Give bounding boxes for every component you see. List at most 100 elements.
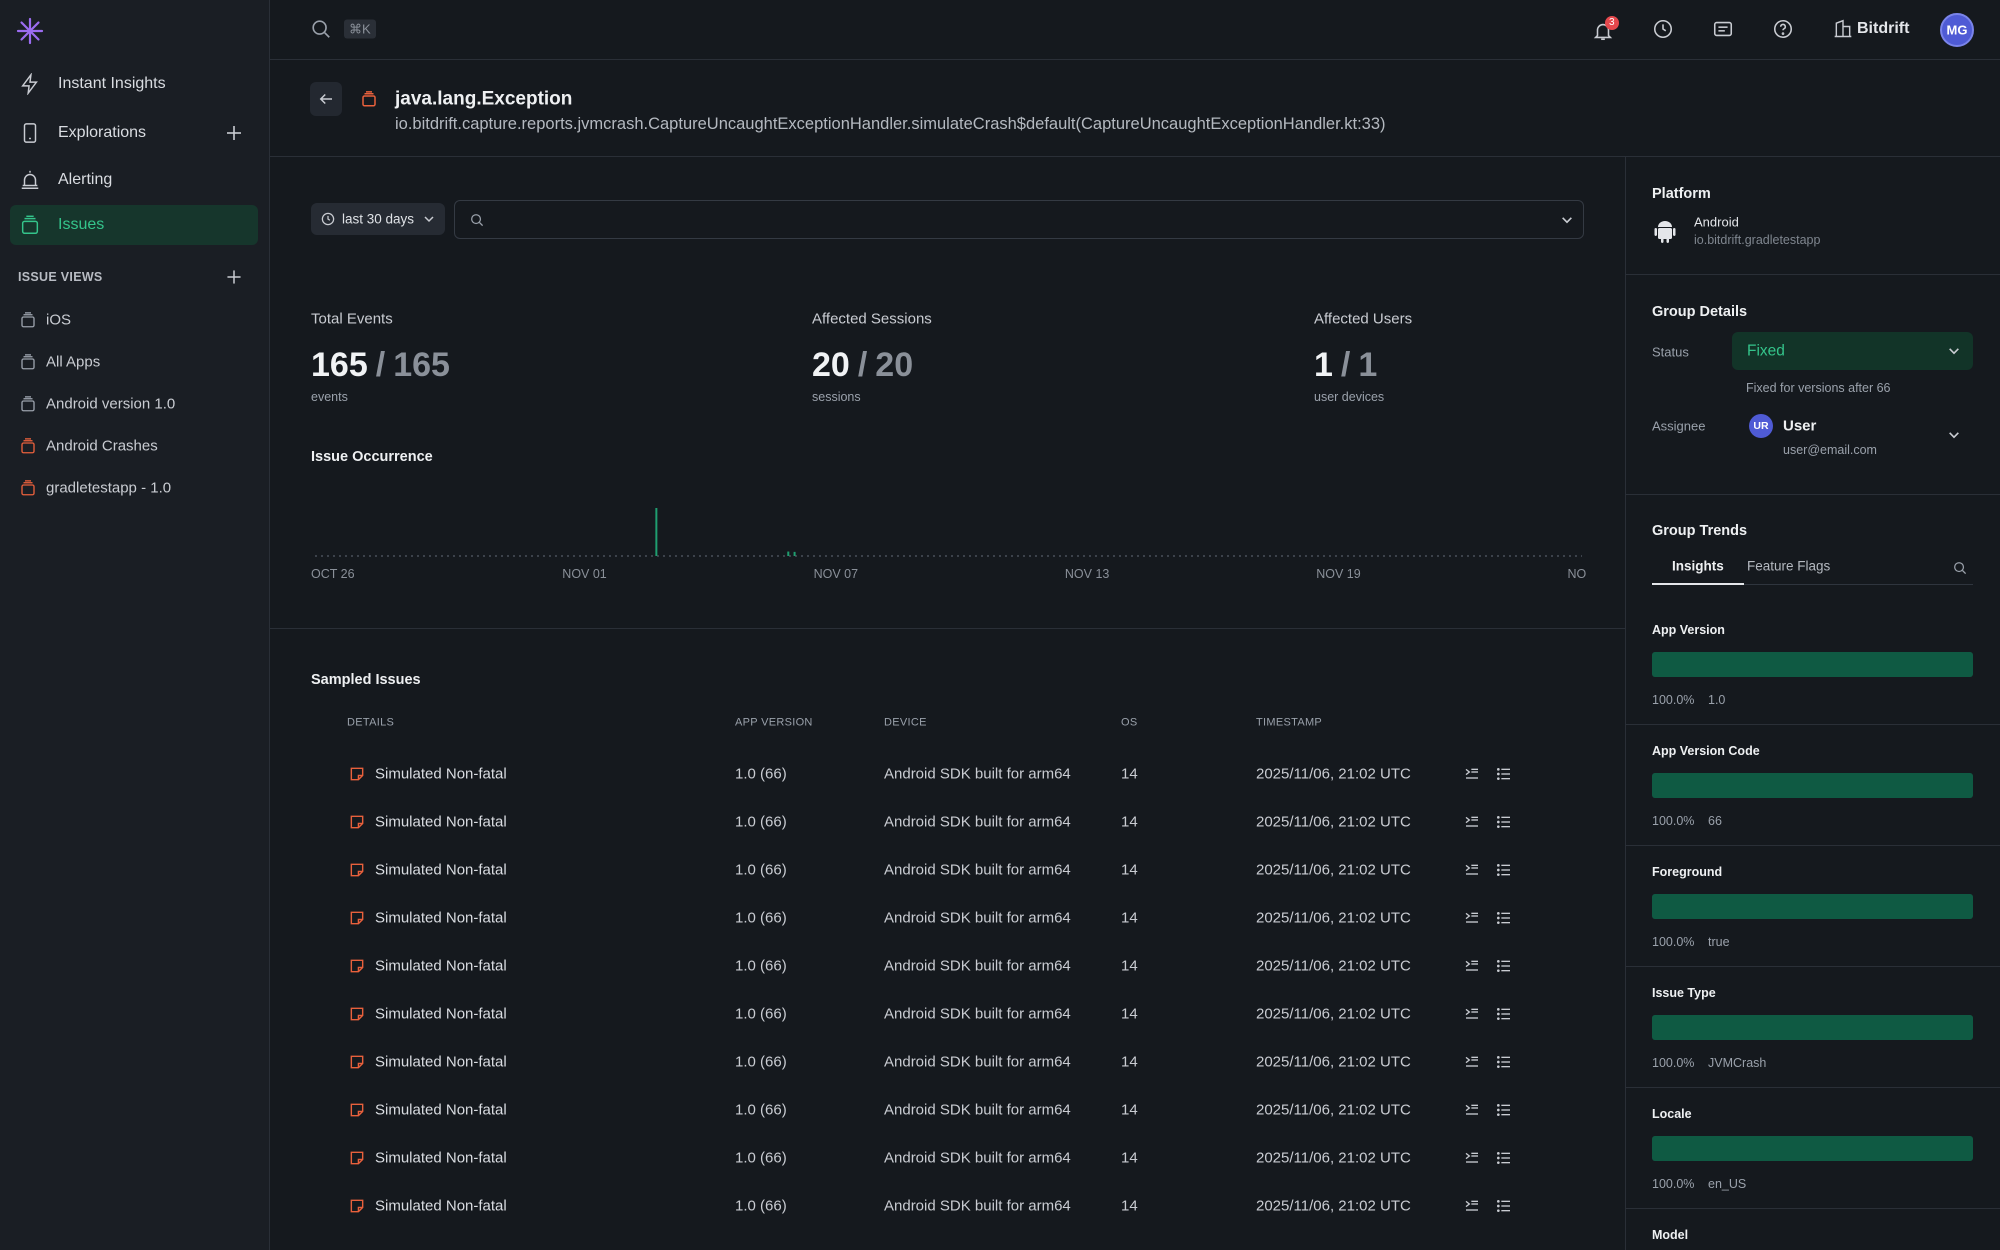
table-row[interactable]: Simulated Non-fatal1.0 (66)Android SDK b…: [311, 894, 1584, 942]
view-icon: [19, 437, 37, 455]
timeline-action[interactable]: [1464, 1150, 1480, 1166]
details-action[interactable]: [1496, 1054, 1512, 1070]
details-action[interactable]: [1496, 1102, 1512, 1118]
icon-shape: [1498, 1201, 1499, 1202]
tab[interactable]: Feature Flags: [1747, 559, 1830, 573]
table-cell: Android SDK built for arm64: [884, 1103, 1071, 1118]
timeline-action[interactable]: [1464, 958, 1480, 974]
breakdown-top-value: JVMCrash: [1708, 1057, 1766, 1070]
panel-title: Platform: [1652, 187, 1711, 202]
range-button[interactable]: last 30 days: [311, 203, 445, 235]
assignee-name[interactable]: User: [1783, 419, 1816, 434]
breakdown-bar[interactable]: [1652, 1015, 1973, 1040]
issue-view[interactable]: Android Crashes: [10, 428, 258, 464]
timeline-action[interactable]: [1464, 1006, 1480, 1022]
table-row[interactable]: Simulated Non-fatal1.0 (66)Android SDK b…: [311, 942, 1584, 990]
tab[interactable]: Insights: [1672, 559, 1724, 573]
nav-label: Explorations: [58, 125, 146, 141]
breakdown-bar[interactable]: [1652, 773, 1973, 798]
table-row[interactable]: Simulated Non-fatal1.0 (66)Android SDK b…: [311, 990, 1584, 1038]
search-icon[interactable]: [1953, 561, 1968, 576]
logo[interactable]: [16, 17, 44, 45]
table-cell: 1.0 (66): [735, 1055, 787, 1070]
back-button[interactable]: [310, 82, 342, 116]
field-label: Assignee: [1652, 420, 1705, 433]
timeline-action[interactable]: [1464, 814, 1480, 830]
search-icon[interactable]: [310, 18, 332, 40]
table-cell: 14: [1121, 1055, 1138, 1070]
icon-shape: [1498, 1109, 1499, 1110]
icon-shape: [18, 19, 42, 43]
table-row[interactable]: Simulated Non-fatal1.0 (66)Android SDK b…: [311, 798, 1584, 846]
table-row[interactable]: Simulated Non-fatal1.0 (66)Android SDK b…: [311, 1134, 1584, 1182]
issue-view[interactable]: iOS: [10, 302, 258, 338]
nav-item[interactable]: Instant Insights: [10, 64, 258, 104]
status-note: Fixed for versions after 66: [1746, 382, 1891, 395]
issue-view[interactable]: All Apps: [10, 344, 258, 380]
stat-count: 1: [1314, 346, 1333, 384]
timeline-action[interactable]: [1464, 1198, 1480, 1214]
history-icon[interactable]: [1652, 18, 1674, 40]
table-row[interactable]: Simulated Non-fatal1.0 (66)Android SDK b…: [311, 1038, 1584, 1086]
details-action[interactable]: [1496, 862, 1512, 878]
status-dropdown[interactable]: Fixed: [1732, 332, 1973, 370]
details-action[interactable]: [1496, 910, 1512, 926]
chevron[interactable]: [1948, 429, 1961, 442]
tab-underline: [1652, 583, 1744, 585]
chevron: [423, 213, 435, 225]
table-cell: 2025/11/06, 21:02 UTC: [1256, 1199, 1411, 1214]
details-action[interactable]: [1496, 958, 1512, 974]
nav-item[interactable]: Alerting: [10, 160, 258, 200]
icon-shape: [1466, 1153, 1469, 1158]
feedback-icon[interactable]: [1712, 18, 1734, 40]
view-label[interactable]: iOS: [46, 313, 71, 328]
icon-shape: [1466, 1057, 1469, 1062]
breakdown-bar[interactable]: [1652, 1136, 1973, 1161]
icon-shape: [25, 124, 36, 142]
table-cell: Android SDK built for arm64: [884, 815, 1071, 830]
view-label[interactable]: All Apps: [46, 355, 100, 370]
filter-search[interactable]: [454, 200, 1584, 239]
icon-shape: [1498, 1210, 1499, 1211]
user-avatar[interactable]: MG: [1940, 13, 1974, 47]
issue-icon: [349, 1198, 366, 1215]
timeline-action[interactable]: [1464, 1102, 1480, 1118]
nav-item[interactable]: Explorations: [10, 113, 258, 153]
table-row[interactable]: Simulated Non-fatal1.0 (66)Android SDK b…: [311, 750, 1584, 798]
timeline-action[interactable]: [1464, 862, 1480, 878]
details-action[interactable]: [1496, 1006, 1512, 1022]
timeline-action[interactable]: [1464, 1054, 1480, 1070]
breakdown-bar[interactable]: [1652, 894, 1973, 919]
help-icon[interactable]: [1772, 18, 1794, 40]
details-action[interactable]: [1496, 766, 1512, 782]
add-button[interactable]: [226, 125, 242, 141]
view-label[interactable]: Android Crashes: [46, 439, 158, 454]
details-action[interactable]: [1496, 1198, 1512, 1214]
table-row[interactable]: Simulated Non-fatal1.0 (66)Android SDK b…: [311, 846, 1584, 894]
nav-item[interactable]: Issues: [10, 205, 258, 245]
timeline-action[interactable]: [1464, 766, 1480, 782]
table-cell: Simulated Non-fatal: [375, 1103, 507, 1118]
occurrence-chart: OCT 26NOV 01NOV 07NOV 13NOV 19NO: [0, 480, 1625, 590]
details-action[interactable]: [1496, 1150, 1512, 1166]
icon-shape: [22, 317, 34, 327]
icon-shape: [1667, 238, 1670, 243]
table-row[interactable]: Simulated Non-fatal1.0 (66)Android SDK b…: [311, 1182, 1584, 1230]
issue-icon: [349, 766, 366, 783]
breakdown-title: Locale: [1652, 1108, 1692, 1121]
icon-shape: [351, 816, 362, 827]
view-label[interactable]: Android version 1.0: [46, 397, 175, 412]
breakdown-bar[interactable]: [1652, 652, 1973, 677]
topbar: ⌘K 3 Bitdrift MG: [270, 0, 2000, 60]
org-name[interactable]: Bitdrift: [1857, 21, 1909, 37]
stat-unit: user devices: [1314, 391, 1384, 404]
icon-shape: [1498, 865, 1499, 866]
details-action[interactable]: [1496, 814, 1512, 830]
issue-view[interactable]: Android version 1.0: [10, 386, 258, 422]
org-icon[interactable]: [1833, 19, 1853, 39]
table-row[interactable]: Simulated Non-fatal1.0 (66)Android SDK b…: [311, 1086, 1584, 1134]
timeline-action[interactable]: [1464, 910, 1480, 926]
add-view-button[interactable]: [227, 270, 242, 285]
icon-shape: [1498, 817, 1499, 818]
